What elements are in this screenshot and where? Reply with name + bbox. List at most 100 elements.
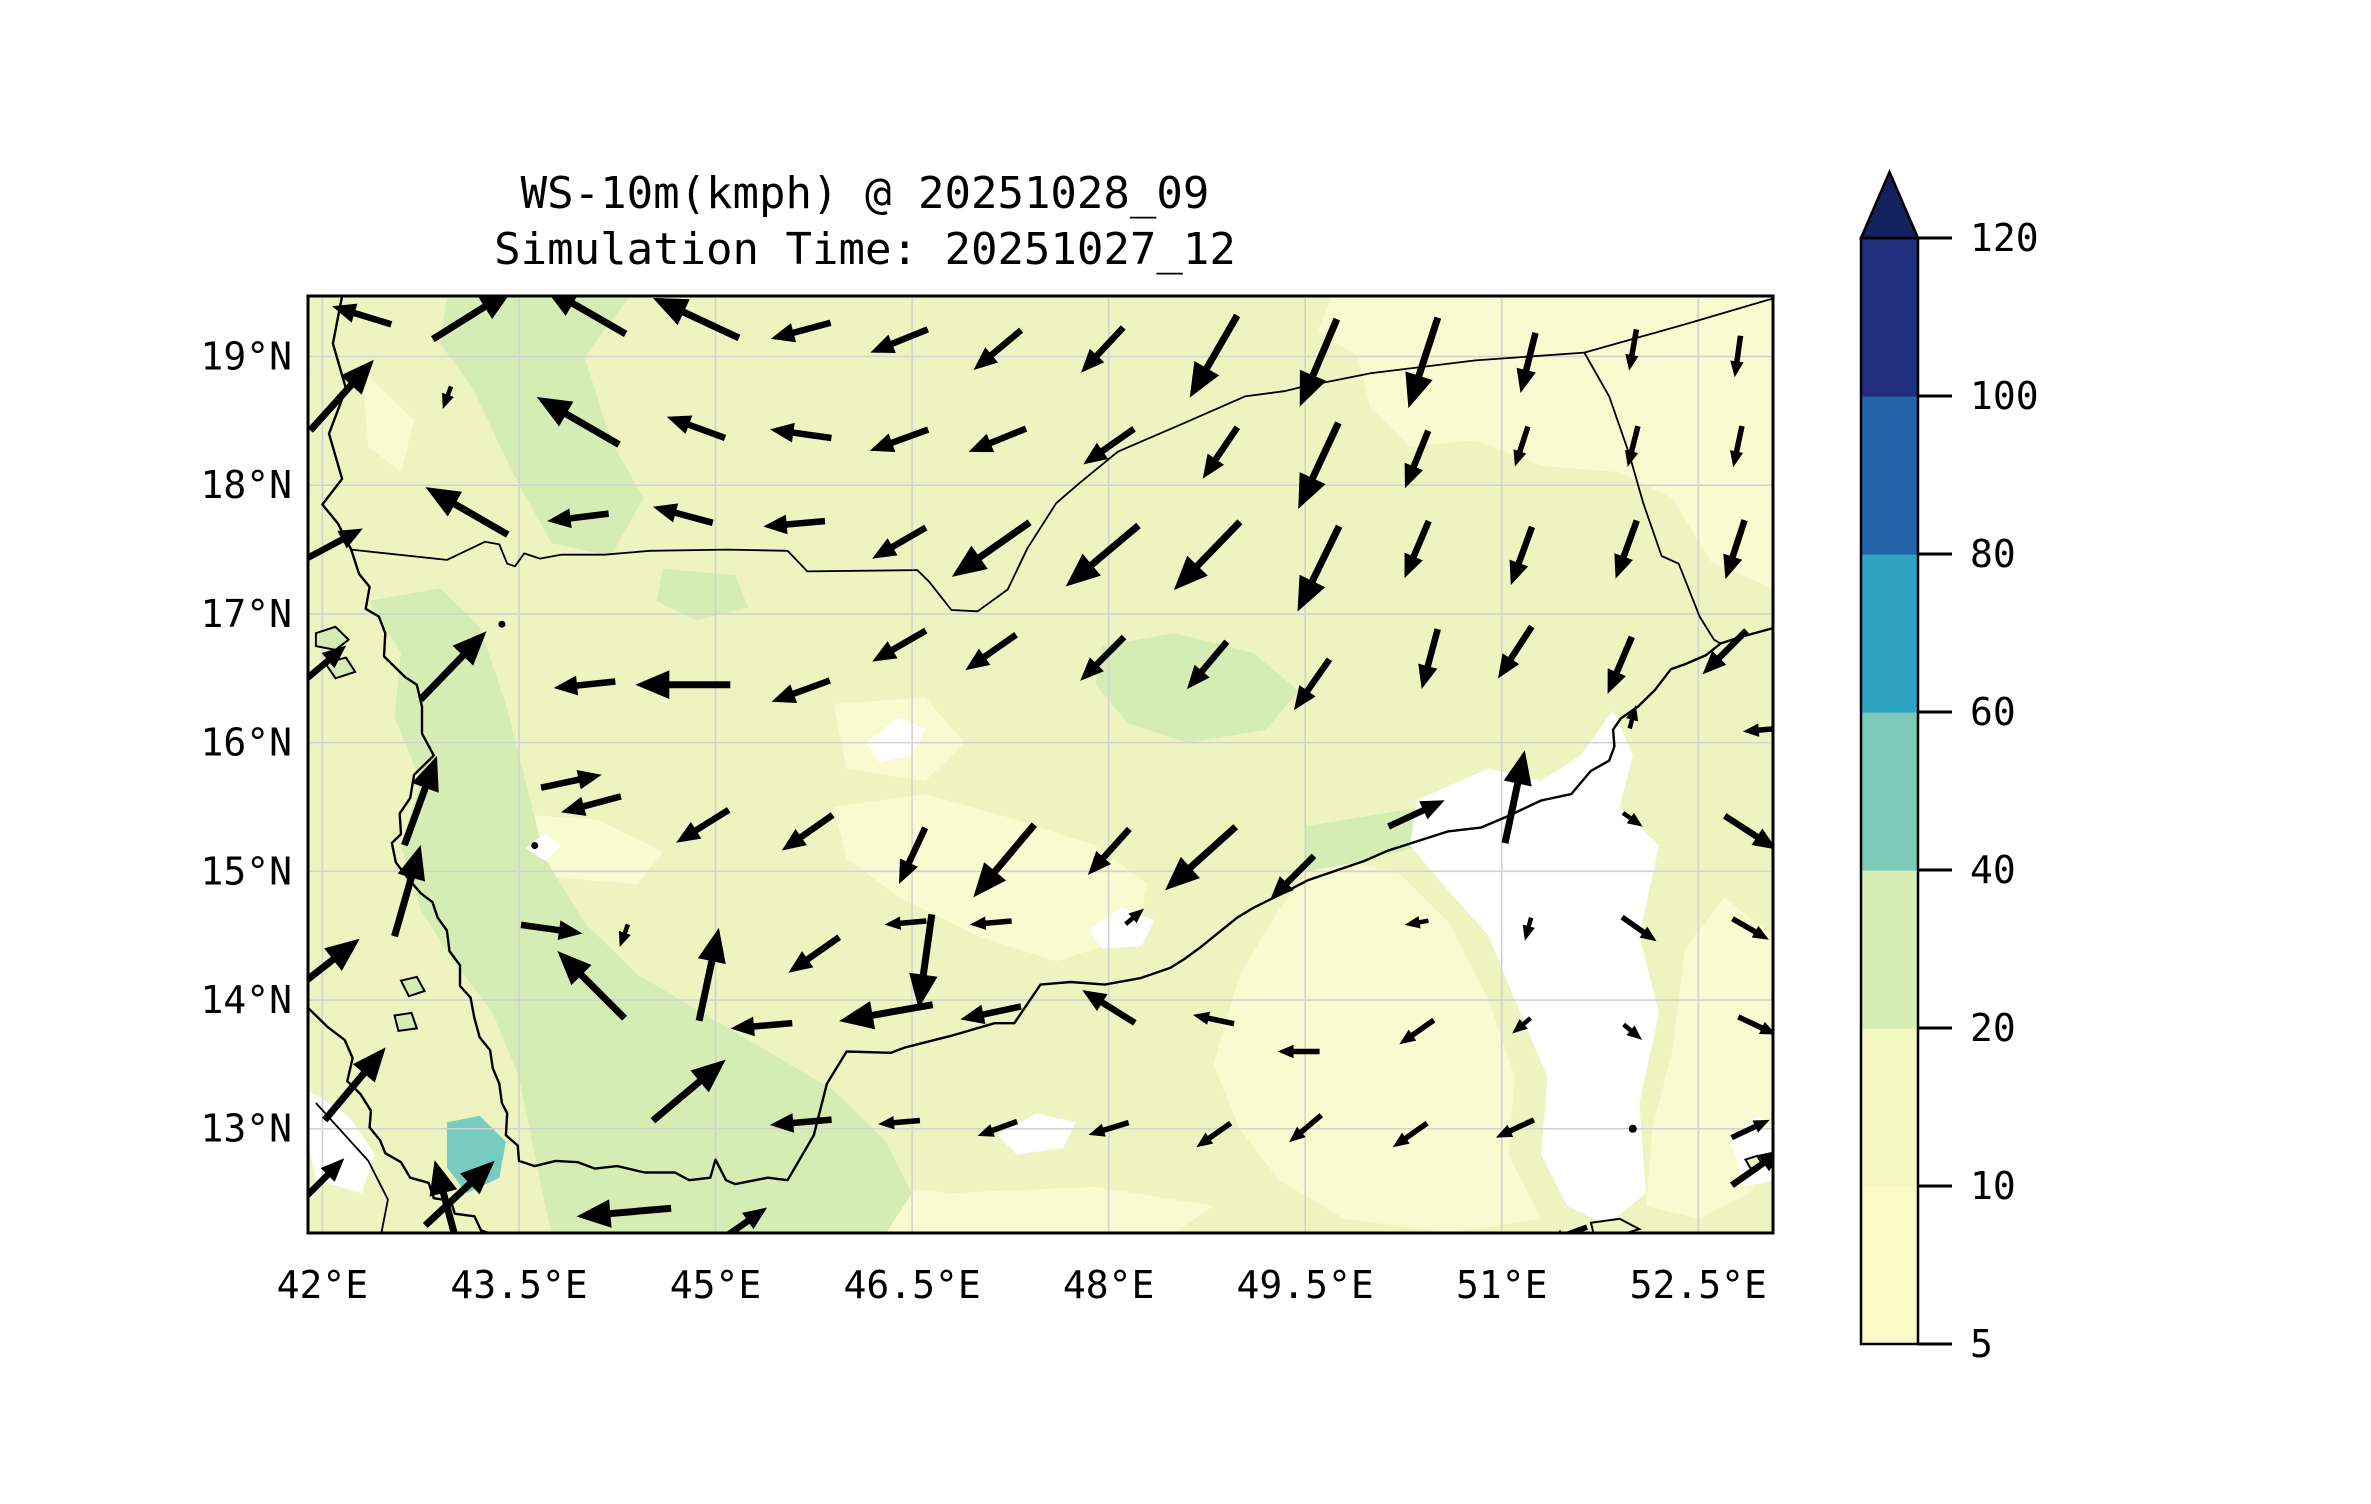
wind-arrow	[1173, 519, 1243, 591]
wind-arrow	[576, 1199, 672, 1228]
wind-arrow	[308, 359, 374, 433]
y-axis-tick-label: 19°N	[200, 334, 292, 378]
wind-arrow-head	[1196, 1132, 1214, 1148]
x-axis-tick-label: 48°E	[1063, 1263, 1155, 1307]
wind-speed-contour-patch	[866, 716, 926, 762]
wind-arrow	[1405, 316, 1442, 409]
wind-arrow	[308, 1158, 345, 1205]
wind-arrow-head	[1392, 1132, 1410, 1148]
colorbar-tick-label: 100	[1970, 374, 2039, 418]
wind-arrow-head	[697, 927, 726, 965]
wind-arrow-head	[352, 1047, 386, 1083]
wind-arrow-head	[1625, 449, 1639, 467]
wind-arrow	[618, 923, 631, 947]
wind-arrow	[1293, 657, 1333, 711]
wind-arrow-head	[1516, 367, 1536, 393]
wind-arrow-head	[1702, 650, 1727, 675]
wind-arrow	[763, 514, 826, 535]
wind-arrow	[1621, 811, 1643, 827]
wind-arrow	[1620, 914, 1657, 942]
wind-speed-contour-patch	[997, 1113, 1076, 1155]
wind-arrow-head	[973, 862, 1007, 898]
wind-arrow-head	[1625, 353, 1639, 371]
x-axis-tick-label: 43.5°E	[450, 1263, 587, 1307]
wind-arrow	[1080, 634, 1127, 681]
wind-arrow-head	[547, 508, 572, 529]
wind-speed-contour-patch	[440, 296, 644, 556]
wind-arrow	[1730, 335, 1744, 378]
wind-arrow-head	[1299, 369, 1327, 407]
wind-arrow	[1622, 1022, 1642, 1040]
wind-arrow	[1614, 519, 1640, 579]
wind-arrow-shaft	[861, 1238, 894, 1244]
wind-arrow	[425, 487, 510, 538]
wind-arrow	[1625, 328, 1640, 371]
wind-arrow-head	[769, 1113, 795, 1133]
wind-arrow	[1742, 723, 1773, 737]
wind-arrow-head	[1034, 1236, 1052, 1252]
wind-arrow-head	[851, 1236, 869, 1252]
wind-arrow	[872, 524, 928, 559]
wind-arrow-head	[1080, 657, 1104, 681]
wind-arrow	[1034, 1232, 1078, 1252]
colorbar-segment	[1861, 712, 1918, 871]
wind-arrow-head	[561, 796, 587, 816]
wind-arrow-head	[1742, 723, 1760, 737]
wind-arrow-head	[1751, 828, 1773, 850]
wind-arrow	[553, 675, 616, 696]
wind-arrow	[1065, 522, 1141, 587]
wind-arrow-head	[1080, 348, 1105, 373]
wind-arrow	[1516, 332, 1539, 393]
wind-arrow	[321, 1047, 386, 1123]
country-border	[351, 297, 1773, 613]
wind-arrow-head	[770, 422, 795, 443]
wind-arrow-head	[1730, 360, 1744, 378]
colorbar-tick-label: 40	[1970, 848, 2016, 892]
wind-arrow	[1186, 639, 1230, 690]
wind-arrow	[1512, 1016, 1533, 1034]
wind-arrow	[1723, 519, 1748, 580]
wind-arrow	[771, 677, 831, 703]
colorbar: 5 10 20 40 60 80 100 120	[1859, 168, 2039, 1366]
wind-arrow	[977, 1118, 1018, 1137]
wind-arrow	[1404, 429, 1432, 489]
wind-arrow	[730, 1016, 793, 1037]
wind-arrow	[308, 528, 363, 561]
wind-arrow-head	[1173, 555, 1208, 591]
wind-arrow-head	[942, 1237, 961, 1254]
wind-arrow	[1088, 1119, 1130, 1137]
wind-arrow-head	[652, 503, 679, 523]
y-axis-tick-label: 18°N	[200, 463, 292, 507]
plot-subtitle: Simulation Time: 20251027_12	[494, 224, 1236, 275]
colorbar-segment	[1861, 396, 1918, 555]
x-axis-tick-label: 49.5°E	[1237, 1263, 1374, 1307]
wind-arrow	[557, 951, 628, 1021]
wind-arrow	[960, 1003, 1022, 1025]
wind-arrow	[869, 426, 930, 453]
wind-arrow	[1080, 325, 1126, 373]
colorbar-segment	[1861, 1028, 1918, 1187]
wind-arrow-head	[1165, 856, 1200, 891]
wind-arrow	[969, 916, 1012, 930]
wind-arrow	[973, 822, 1038, 898]
wind-arrow	[520, 920, 583, 941]
wind-arrow-head	[872, 641, 898, 662]
wind-arrow	[417, 631, 487, 702]
wind-arrow-head	[618, 930, 631, 947]
wind-arrow-head	[543, 296, 580, 316]
wind-arrow-head	[869, 433, 896, 453]
wind-arrow-head	[1495, 1124, 1514, 1138]
colorbar-segment	[1861, 554, 1918, 713]
wind-arrow-head	[1065, 553, 1101, 587]
wind-arrow	[1392, 1120, 1429, 1148]
wind-arrow-head	[676, 821, 702, 843]
wind-arrow-head	[1614, 553, 1633, 579]
wind-arrow	[770, 319, 832, 343]
wind-arrow	[1702, 628, 1749, 675]
wind-arrow-head	[969, 916, 987, 930]
wind-speed-contour-patch	[1410, 710, 1659, 1226]
wind-arrow-head	[1607, 668, 1626, 694]
wind-speed-contour-patch	[1095, 633, 1299, 743]
colorbar-tick-label: 10	[1970, 1164, 2016, 1208]
wind-speed-contour-patch	[368, 588, 913, 1233]
